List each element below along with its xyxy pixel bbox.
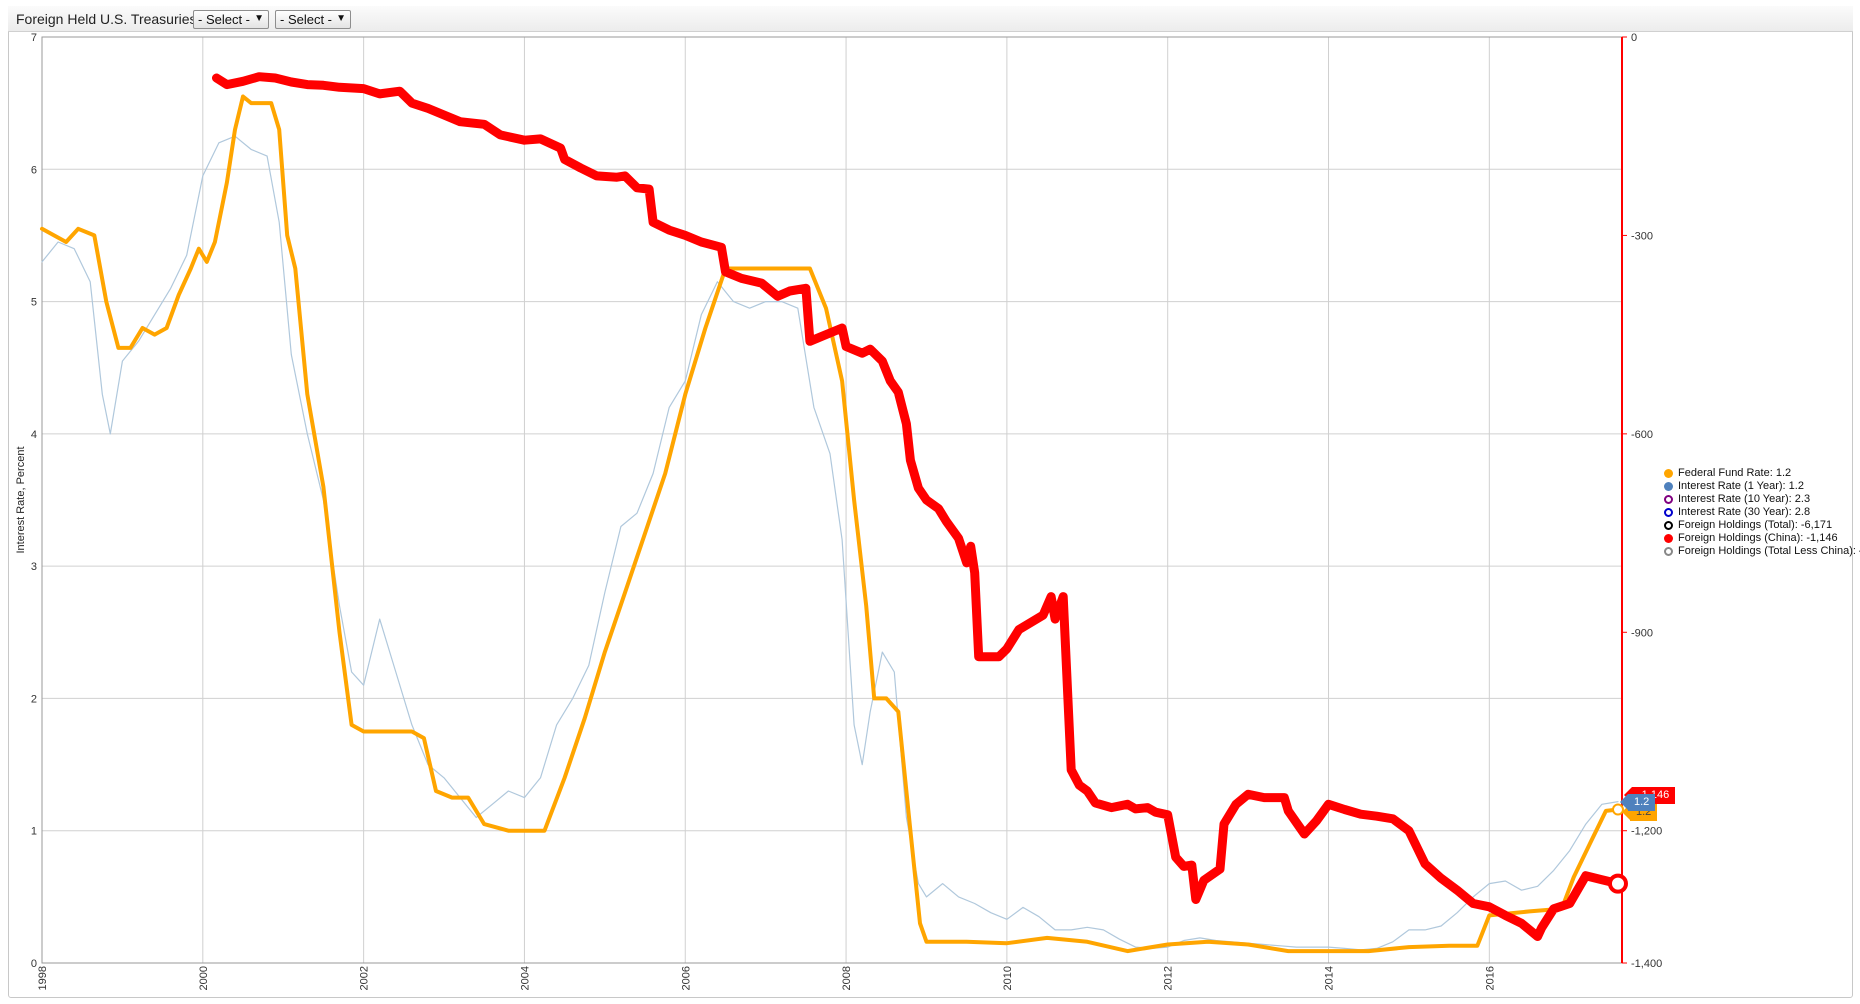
y-right-tick-label: -900: [1631, 627, 1653, 639]
legend-swatch-icon: [1664, 534, 1673, 543]
y-left-tick-label: 7: [31, 32, 37, 44]
x-tick-label: 2010: [1002, 966, 1014, 990]
x-tick-label: 2006: [680, 966, 692, 990]
select-dropdown-2-label: - Select -: [280, 12, 333, 27]
series-line-rate-1y: [41, 135, 1619, 951]
end-markers: [1607, 803, 1628, 894]
legend-label: Interest Rate (10 Year): 2.3: [1678, 493, 1811, 505]
end-label-rate1y: 1.2: [1619, 794, 1656, 811]
series-line-fed-rate: [40, 94, 1620, 954]
chart-title: Foreign Held U.S. Treasuries: [16, 11, 197, 27]
select-dropdown-2[interactable]: - Select - ▼: [275, 10, 351, 29]
legend-swatch-icon: [1664, 508, 1673, 517]
series-line-china: [212, 72, 1623, 941]
y-right-tick-label: -300: [1631, 230, 1653, 242]
axes: 0 1 2 3 4 5 6 7 1998 2000 2002 2004 2006 2008 2010 2012…: [31, 32, 1662, 990]
x-tick-label: 2004: [519, 966, 531, 990]
legend-label: Foreign Holdings (Total): -6,171: [1678, 519, 1833, 531]
legend-item[interactable]: Interest Rate (1 Year): 1.2: [1664, 480, 1860, 493]
y-left-tick-label: 1: [31, 826, 37, 838]
legend-item[interactable]: Foreign Holdings (Total): -6,171: [1664, 519, 1860, 532]
select-dropdown-1-label: - Select -: [198, 12, 251, 27]
legend-item[interactable]: Interest Rate (30 Year): 2.8: [1664, 506, 1860, 519]
legend-item[interactable]: Foreign Holdings (Total Less China): –: [1664, 545, 1860, 558]
x-tick-label: 2014: [1324, 966, 1336, 990]
chart-legend: Federal Fund Rate: 1.2 Interest Rate (1 Y…: [1664, 467, 1860, 558]
legend-item[interactable]: Federal Fund Rate: 1.2: [1664, 467, 1860, 480]
y-left-tick-label: 4: [31, 429, 37, 441]
y-left-tick-label: 0: [31, 958, 37, 970]
chevron-down-icon: ▼: [336, 13, 346, 24]
y-right-tick-label: 0: [1631, 32, 1637, 44]
x-tick-label: 2008: [841, 966, 853, 990]
chevron-down-icon: ▼: [254, 13, 264, 24]
legend-swatch-icon: [1664, 482, 1673, 491]
y-right-tick-label: -600: [1631, 429, 1653, 441]
y-right-tick-label: -1,400: [1631, 958, 1662, 970]
end-marker-china: [1607, 873, 1628, 894]
legend-label: Interest Rate (30 Year): 2.8: [1678, 506, 1811, 518]
x-tick-label: 2012: [1163, 966, 1175, 990]
y-left-tick-label: 5: [31, 297, 37, 309]
legend-swatch-icon: [1664, 547, 1673, 556]
legend-swatch-icon: [1664, 469, 1673, 478]
y-axis-label: Interest Rate, Percent: [15, 447, 27, 554]
y-left-tick-label: 2: [31, 693, 37, 705]
select-dropdown-1[interactable]: - Select - ▼: [193, 10, 269, 29]
y-right-tick-label: -1,200: [1631, 826, 1662, 838]
grid-lines: [41, 36, 1622, 964]
y-left-tick-label: 6: [31, 164, 37, 176]
legend-swatch-icon: [1664, 495, 1673, 504]
x-tick-label: 2016: [1484, 966, 1496, 990]
legend-label: Foreign Holdings (Total Less China): –: [1678, 545, 1860, 557]
x-tick-label: 2002: [359, 966, 371, 990]
legend-item[interactable]: Interest Rate (10 Year): 2.3: [1664, 493, 1860, 506]
plot-frame: [41, 36, 1623, 964]
legend-label: Federal Fund Rate: 1.2: [1678, 467, 1792, 479]
x-tick-label: 2000: [198, 966, 210, 990]
legend-item[interactable]: Foreign Holdings (China): -1,146: [1664, 532, 1860, 545]
legend-label: Foreign Holdings (China): -1,146: [1678, 532, 1838, 544]
legend-label: Interest Rate (1 Year): 1.2: [1678, 480, 1804, 492]
x-tick-label: 1998: [37, 966, 49, 990]
series-lines: [40, 72, 1623, 954]
y-left-tick-label: 3: [31, 561, 37, 573]
legend-swatch-icon: [1664, 521, 1673, 530]
